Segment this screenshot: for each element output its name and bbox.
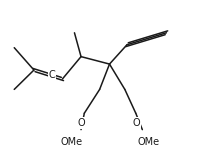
Text: OMe: OMe — [61, 137, 83, 147]
Text: O: O — [132, 118, 140, 128]
Text: OMe: OMe — [138, 137, 160, 147]
Text: C: C — [49, 70, 55, 80]
Text: O: O — [77, 118, 85, 128]
